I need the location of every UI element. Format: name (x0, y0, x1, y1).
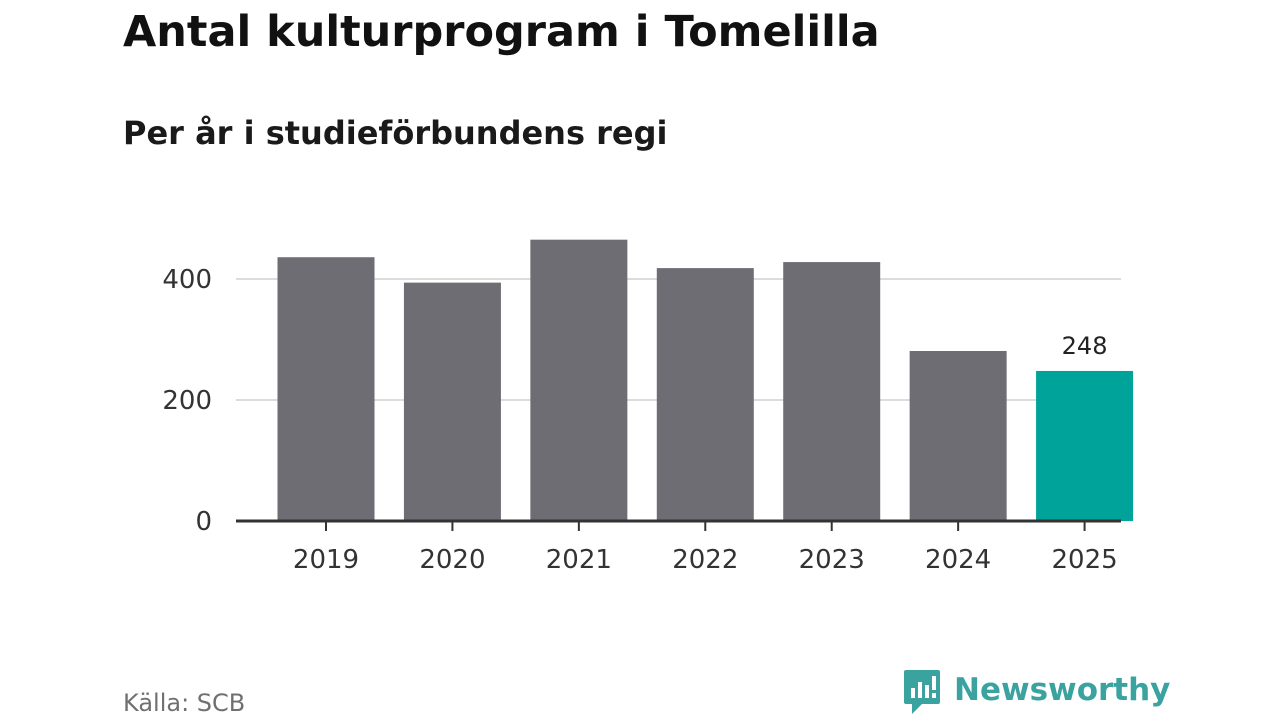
newsworthy-chart-bubble-icon (904, 670, 940, 714)
bar-2022 (656, 268, 754, 521)
x-tick-label: 2024 (925, 545, 991, 575)
bars (277, 239, 1134, 522)
bar-2025 (1036, 370, 1134, 521)
y-tick-label: 0 (195, 507, 212, 537)
chart-subtitle: Per år i studieförbundens regi (123, 114, 668, 152)
brand-name: Newsworthy (954, 672, 1171, 708)
bar-2019 (277, 257, 375, 521)
x-tick-label: 2021 (546, 545, 612, 575)
x-tick-label: 2019 (293, 545, 359, 575)
chart-title: Antal kulturprogram i Tomelilla (123, 7, 880, 57)
newsworthy-logo: Newsworthy (902, 668, 1170, 720)
source-note: Källa: SCB (123, 689, 246, 717)
labels: 0 200 400 2019 2020 2021 2022 2023 2024 2025 248 (162, 265, 1117, 575)
bar-2023 (783, 262, 881, 521)
x-tick-label: 2022 (672, 545, 738, 575)
bar-2024 (909, 350, 1007, 521)
y-tick-label: 200 (162, 386, 212, 416)
bar-2020 (403, 282, 501, 521)
axes (236, 519, 1121, 531)
bar-2021 (530, 239, 628, 522)
bar-chart: 0 200 400 2019 2020 2021 2022 2023 2024 2025 248 (162, 239, 1134, 575)
x-tick-label: 2020 (419, 545, 485, 575)
data-label: 248 (1062, 332, 1108, 360)
y-tick-label: 400 (162, 265, 212, 295)
x-tick-label: 2025 (1051, 545, 1117, 575)
x-tick-label: 2023 (799, 545, 865, 575)
